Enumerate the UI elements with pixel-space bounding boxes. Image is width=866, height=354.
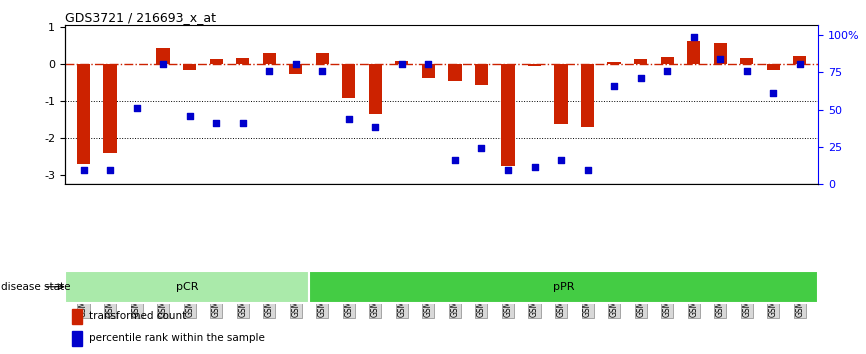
Point [634, 76, 648, 81]
Bar [422, 64, 435, 78]
Point [210, 120, 223, 126]
Point [580, 167, 594, 173]
Bar [607, 62, 621, 64]
Point [422, 61, 436, 67]
Point [714, 56, 727, 62]
Point [607, 83, 621, 89]
Bar [183, 64, 197, 70]
Bar [369, 64, 382, 114]
Bar [740, 58, 753, 64]
Bar [554, 64, 568, 124]
Bar [395, 61, 409, 64]
Point [368, 125, 382, 130]
Bar [528, 64, 541, 65]
Bar [342, 64, 355, 98]
Bar [634, 59, 647, 64]
Point [687, 34, 701, 40]
Point [501, 167, 515, 173]
Text: pPR: pPR [553, 282, 574, 292]
Bar [103, 64, 117, 153]
Bar [73, 309, 81, 324]
Text: disease state: disease state [1, 282, 70, 292]
Point [793, 61, 807, 67]
Bar [315, 53, 329, 64]
Bar [77, 64, 90, 164]
Bar [289, 64, 302, 74]
Point [103, 167, 117, 173]
Point [183, 113, 197, 118]
Bar [714, 43, 727, 64]
Bar [210, 59, 223, 64]
Text: pCR: pCR [176, 282, 198, 292]
Point [475, 145, 488, 151]
Bar [501, 64, 514, 166]
Bar [262, 52, 276, 64]
Point [448, 157, 462, 163]
Bar [65, 271, 309, 303]
Bar [475, 64, 488, 85]
Point [236, 120, 249, 126]
Bar [449, 64, 462, 81]
Bar [766, 64, 780, 70]
Point [395, 61, 409, 67]
Point [262, 68, 276, 74]
Point [660, 68, 674, 74]
Text: percentile rank within the sample: percentile rank within the sample [89, 333, 265, 343]
Point [130, 105, 144, 111]
Text: GDS3721 / 216693_x_at: GDS3721 / 216693_x_at [65, 11, 216, 24]
Bar [793, 56, 806, 64]
Bar [236, 58, 249, 64]
Point [289, 61, 303, 67]
Point [76, 167, 90, 173]
Bar [157, 48, 170, 64]
Point [554, 157, 568, 163]
Bar [581, 64, 594, 127]
Bar [661, 57, 674, 64]
Point [527, 165, 541, 170]
Bar [73, 331, 81, 346]
Point [156, 61, 170, 67]
Point [766, 91, 780, 96]
Point [740, 68, 753, 74]
Point [315, 68, 329, 74]
Bar [687, 41, 701, 64]
Bar [309, 271, 818, 303]
Point [342, 116, 356, 121]
Text: transformed count: transformed count [89, 311, 186, 321]
